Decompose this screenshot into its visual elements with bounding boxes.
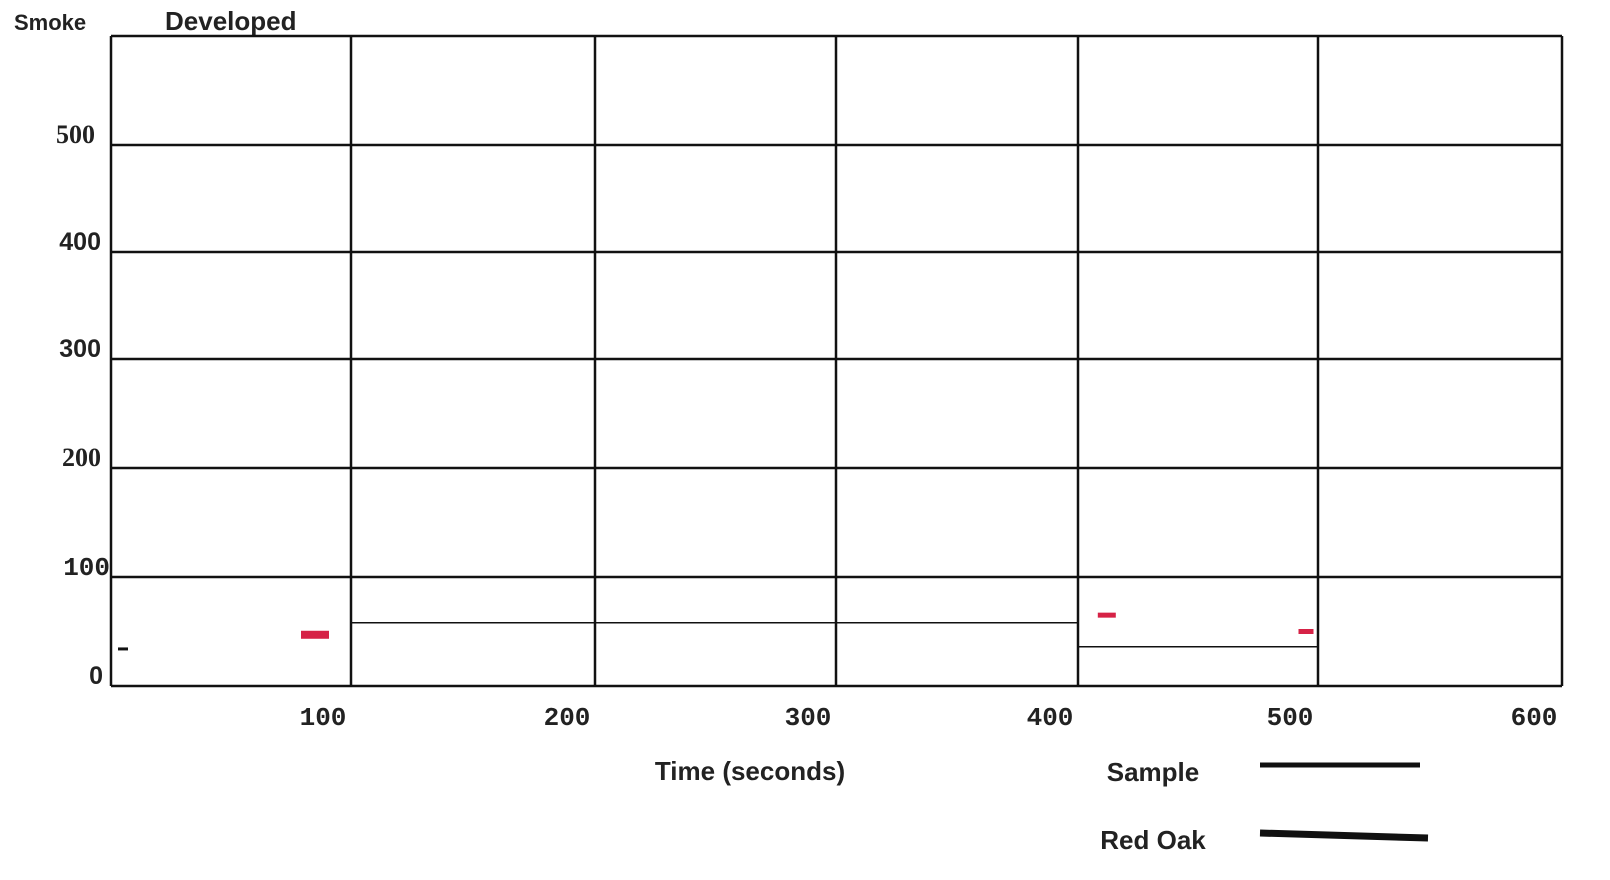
x-tick-label: 500 [1267, 703, 1314, 733]
data-marker [301, 630, 329, 639]
series-line-0 [351, 36, 1319, 648]
y-tick-label: 0 [89, 662, 103, 690]
x-tick-label: 400 [1027, 703, 1074, 733]
legend-label: Red Oak [1100, 825, 1206, 855]
chart-title: Developed [165, 6, 297, 36]
legend-swatch [1259, 829, 1429, 842]
x-tick-label: 200 [544, 703, 591, 733]
x-tick-label: 600 [1511, 703, 1558, 733]
data-marker [1097, 612, 1116, 618]
x-tick-labels: 100 200 300 400 500 600 [300, 703, 1558, 733]
x-axis-title: Time (seconds) [655, 756, 845, 786]
y-tick-label: 400 [59, 228, 101, 256]
x-tick-label: 100 [300, 703, 347, 733]
series-layer [351, 36, 1319, 648]
y-tick-label: 100 [63, 553, 110, 583]
y-tick-label: 500 [56, 120, 95, 149]
grid [109, 34, 1564, 688]
data-marker [118, 647, 128, 651]
marker-layer [118, 612, 1314, 651]
y-axis-title: Smoke [14, 10, 86, 35]
y-tick-label: 200 [62, 443, 101, 472]
legend-label: Sample [1107, 757, 1200, 787]
x-tick-label: 300 [785, 703, 832, 733]
data-marker [1298, 629, 1314, 634]
y-tick-label: 300 [59, 335, 101, 363]
y-tick-labels: 0 100 200 300 400 500 [56, 120, 110, 690]
legend: Sample Red Oak [1100, 757, 1429, 855]
